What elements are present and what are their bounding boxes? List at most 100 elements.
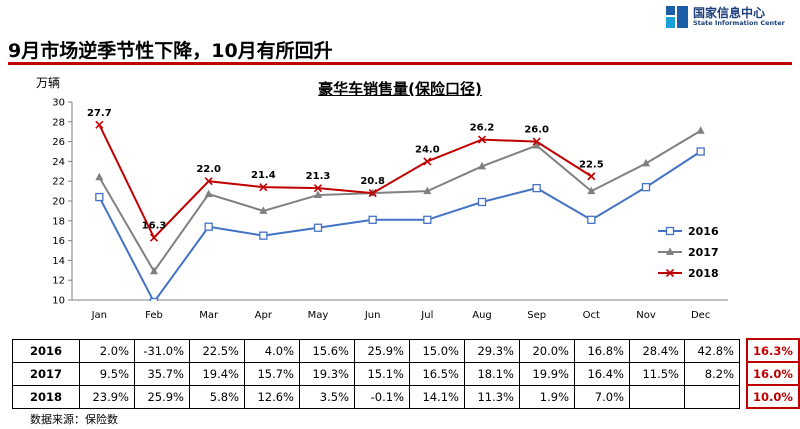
point-2016 — [641, 182, 651, 192]
growth-cell: 18.1% — [464, 361, 520, 386]
y-tick-label: 22 — [52, 177, 65, 188]
growth-cell: 19.9% — [519, 361, 575, 386]
growth-cell: 15.6% — [299, 338, 355, 363]
data-label-2018: 24.0 — [415, 144, 440, 155]
growth-cell: 42.8% — [684, 338, 740, 363]
growth-cell — [629, 384, 685, 409]
point-2016 — [259, 231, 268, 240]
growth-cell: -0.1% — [354, 384, 410, 409]
point-2016 — [423, 215, 432, 224]
annual-growth-total: 10.0% — [746, 384, 800, 409]
growth-cell: 20.0% — [519, 338, 575, 363]
legend-label-2018: 2018 — [688, 267, 719, 280]
point-2017 — [95, 172, 104, 181]
growth-cell: 8.2% — [684, 361, 740, 386]
annual-growth-total: 16.3% — [746, 338, 800, 363]
legend-label-2017: 2017 — [688, 246, 719, 259]
row-year-label: 2018 — [12, 384, 80, 409]
point-2017 — [204, 189, 213, 198]
x-tick-label: Apr — [255, 310, 273, 321]
annual-growth-total: 16.0% — [746, 361, 800, 386]
point-2018 — [259, 183, 268, 192]
state-information-center-logo: 国家信息中心 State Information Center — [666, 4, 796, 30]
logo-english-text: State Information Center — [693, 19, 785, 27]
y-tick-label: 10 — [52, 296, 65, 307]
column-spacer — [739, 385, 748, 408]
point-2018 — [368, 189, 377, 198]
y-tick-label: 28 — [52, 117, 65, 128]
growth-cell: 12.6% — [244, 384, 300, 409]
growth-cell: 35.7% — [134, 361, 190, 386]
growth-row-2017: 2017 9.5% 35.7% 19.4% 15.7% 19.3% 15.1% 16.5% 18… — [12, 361, 800, 386]
point-2016 — [313, 223, 323, 232]
x-tick-label: Jul — [420, 310, 433, 321]
growth-cell: 1.9% — [519, 384, 575, 409]
logo-chinese-text: 国家信息中心 — [693, 6, 766, 20]
page-headline: 9月市场逆季节性下降，10月有所回升 — [8, 40, 333, 62]
growth-cell: 15.7% — [244, 361, 300, 386]
y-axis-unit-label: 万辆 — [36, 76, 61, 90]
x-tick-label: Dec — [691, 310, 710, 321]
x-tick-label: Jan — [91, 310, 107, 321]
growth-cell: 9.5% — [79, 361, 135, 386]
y-tick-label: 18 — [52, 216, 65, 227]
growth-cell: 16.4% — [574, 361, 630, 386]
point-2017 — [478, 161, 486, 170]
series-line-2018 — [98, 124, 592, 240]
point-2017 — [696, 126, 705, 134]
row-year-label: 2016 — [12, 338, 80, 363]
series-group — [95, 120, 705, 301]
x-tick-label: Nov — [636, 310, 656, 321]
chart-title: 豪华车销售量(保险口径) — [318, 80, 482, 98]
legend-marker-2016 — [665, 226, 675, 236]
sales-line-chart: 10 12 14 16 18 20 22 24 26 28 30 Jan Feb Mar Apr May Jun… — [52, 98, 728, 321]
y-tick-label: 24 — [52, 157, 65, 168]
growth-cell: 28.4% — [629, 338, 685, 363]
growth-cell: 25.9% — [134, 384, 190, 409]
point-2018 — [149, 233, 159, 242]
point-2017 — [532, 141, 541, 149]
logo-icon — [666, 6, 688, 28]
x-tick-label: May — [308, 310, 329, 321]
point-2016 — [95, 192, 104, 202]
y-tick-label: 26 — [52, 137, 65, 148]
column-spacer — [739, 339, 748, 362]
row-year-label: 2017 — [12, 361, 80, 386]
series-line-2017 — [98, 129, 702, 274]
y-tick-label: 30 — [52, 98, 65, 109]
point-2018 — [204, 177, 213, 186]
growth-cell: 2.0% — [79, 338, 135, 363]
growth-cell: 11.3% — [464, 384, 520, 409]
point-2016 — [368, 215, 377, 224]
legend-label-2016: 2016 — [688, 225, 719, 238]
growth-cell: 15.1% — [354, 361, 410, 386]
data-label-2018: 16.3 — [142, 221, 167, 232]
growth-cell: 11.5% — [629, 361, 685, 386]
point-2016 — [587, 215, 596, 224]
x-tick-label: Mar — [199, 310, 219, 321]
growth-cell: 16.5% — [409, 361, 465, 386]
growth-cell: 16.8% — [574, 338, 630, 363]
point-2018 — [532, 137, 541, 146]
y-tick-label: 12 — [52, 276, 65, 287]
point-2016 — [204, 222, 213, 231]
data-source-note: 数据来源：保险数 — [30, 413, 118, 426]
growth-cell: 5.8% — [189, 384, 245, 409]
growth-cell: 25.9% — [354, 338, 410, 363]
point-2017 — [314, 190, 322, 199]
growth-cell: -31.0% — [134, 338, 190, 363]
growth-row-2018: 2018 23.9% 25.9% 5.8% 12.6% 3.5% -0.1% 14.1% 11.… — [12, 384, 800, 409]
growth-cell: 19.3% — [299, 361, 355, 386]
point-2017 — [259, 206, 268, 214]
x-tick-label: Aug — [472, 310, 492, 321]
data-label-2018: 21.4 — [251, 170, 276, 181]
data-label-2018: 27.7 — [87, 108, 112, 119]
column-spacer — [739, 362, 748, 385]
legend-marker-2018 — [665, 268, 675, 278]
growth-cell: 15.0% — [409, 338, 465, 363]
x-tick-label: Jun — [364, 310, 381, 321]
series-line-2016 — [98, 150, 702, 301]
point-2016 — [149, 297, 159, 301]
y-tick-label: 14 — [52, 256, 65, 267]
growth-table: 2016 2.0% -31.0% 22.5% 4.0% 15.6% 25.9% 15.0% 29… — [12, 338, 800, 409]
